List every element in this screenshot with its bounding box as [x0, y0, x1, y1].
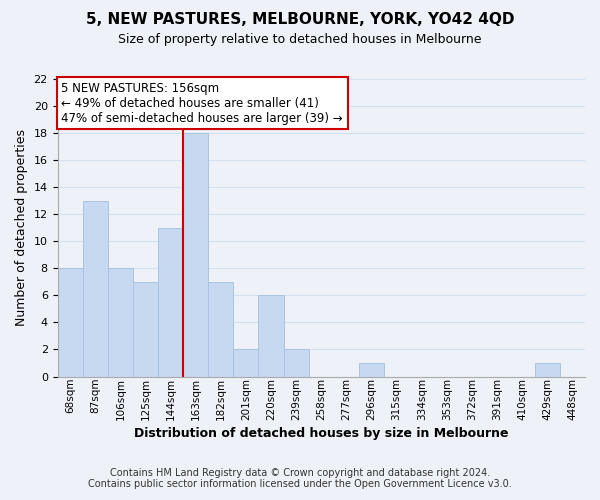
Bar — [83, 200, 108, 376]
Bar — [259, 296, 284, 376]
Bar — [284, 350, 309, 376]
Bar — [233, 350, 259, 376]
Bar — [183, 133, 208, 376]
Bar — [133, 282, 158, 376]
Bar — [108, 268, 133, 376]
Text: Contains HM Land Registry data © Crown copyright and database right 2024.: Contains HM Land Registry data © Crown c… — [110, 468, 490, 477]
Bar — [58, 268, 83, 376]
X-axis label: Distribution of detached houses by size in Melbourne: Distribution of detached houses by size … — [134, 427, 509, 440]
Bar — [359, 363, 384, 376]
Bar — [158, 228, 183, 376]
Text: Size of property relative to detached houses in Melbourne: Size of property relative to detached ho… — [118, 32, 482, 46]
Text: Contains public sector information licensed under the Open Government Licence v3: Contains public sector information licen… — [88, 479, 512, 489]
Text: 5, NEW PASTURES, MELBOURNE, YORK, YO42 4QD: 5, NEW PASTURES, MELBOURNE, YORK, YO42 4… — [86, 12, 514, 28]
Bar — [208, 282, 233, 376]
Text: 5 NEW PASTURES: 156sqm
← 49% of detached houses are smaller (41)
47% of semi-det: 5 NEW PASTURES: 156sqm ← 49% of detached… — [61, 82, 343, 124]
Bar — [535, 363, 560, 376]
Y-axis label: Number of detached properties: Number of detached properties — [15, 130, 28, 326]
